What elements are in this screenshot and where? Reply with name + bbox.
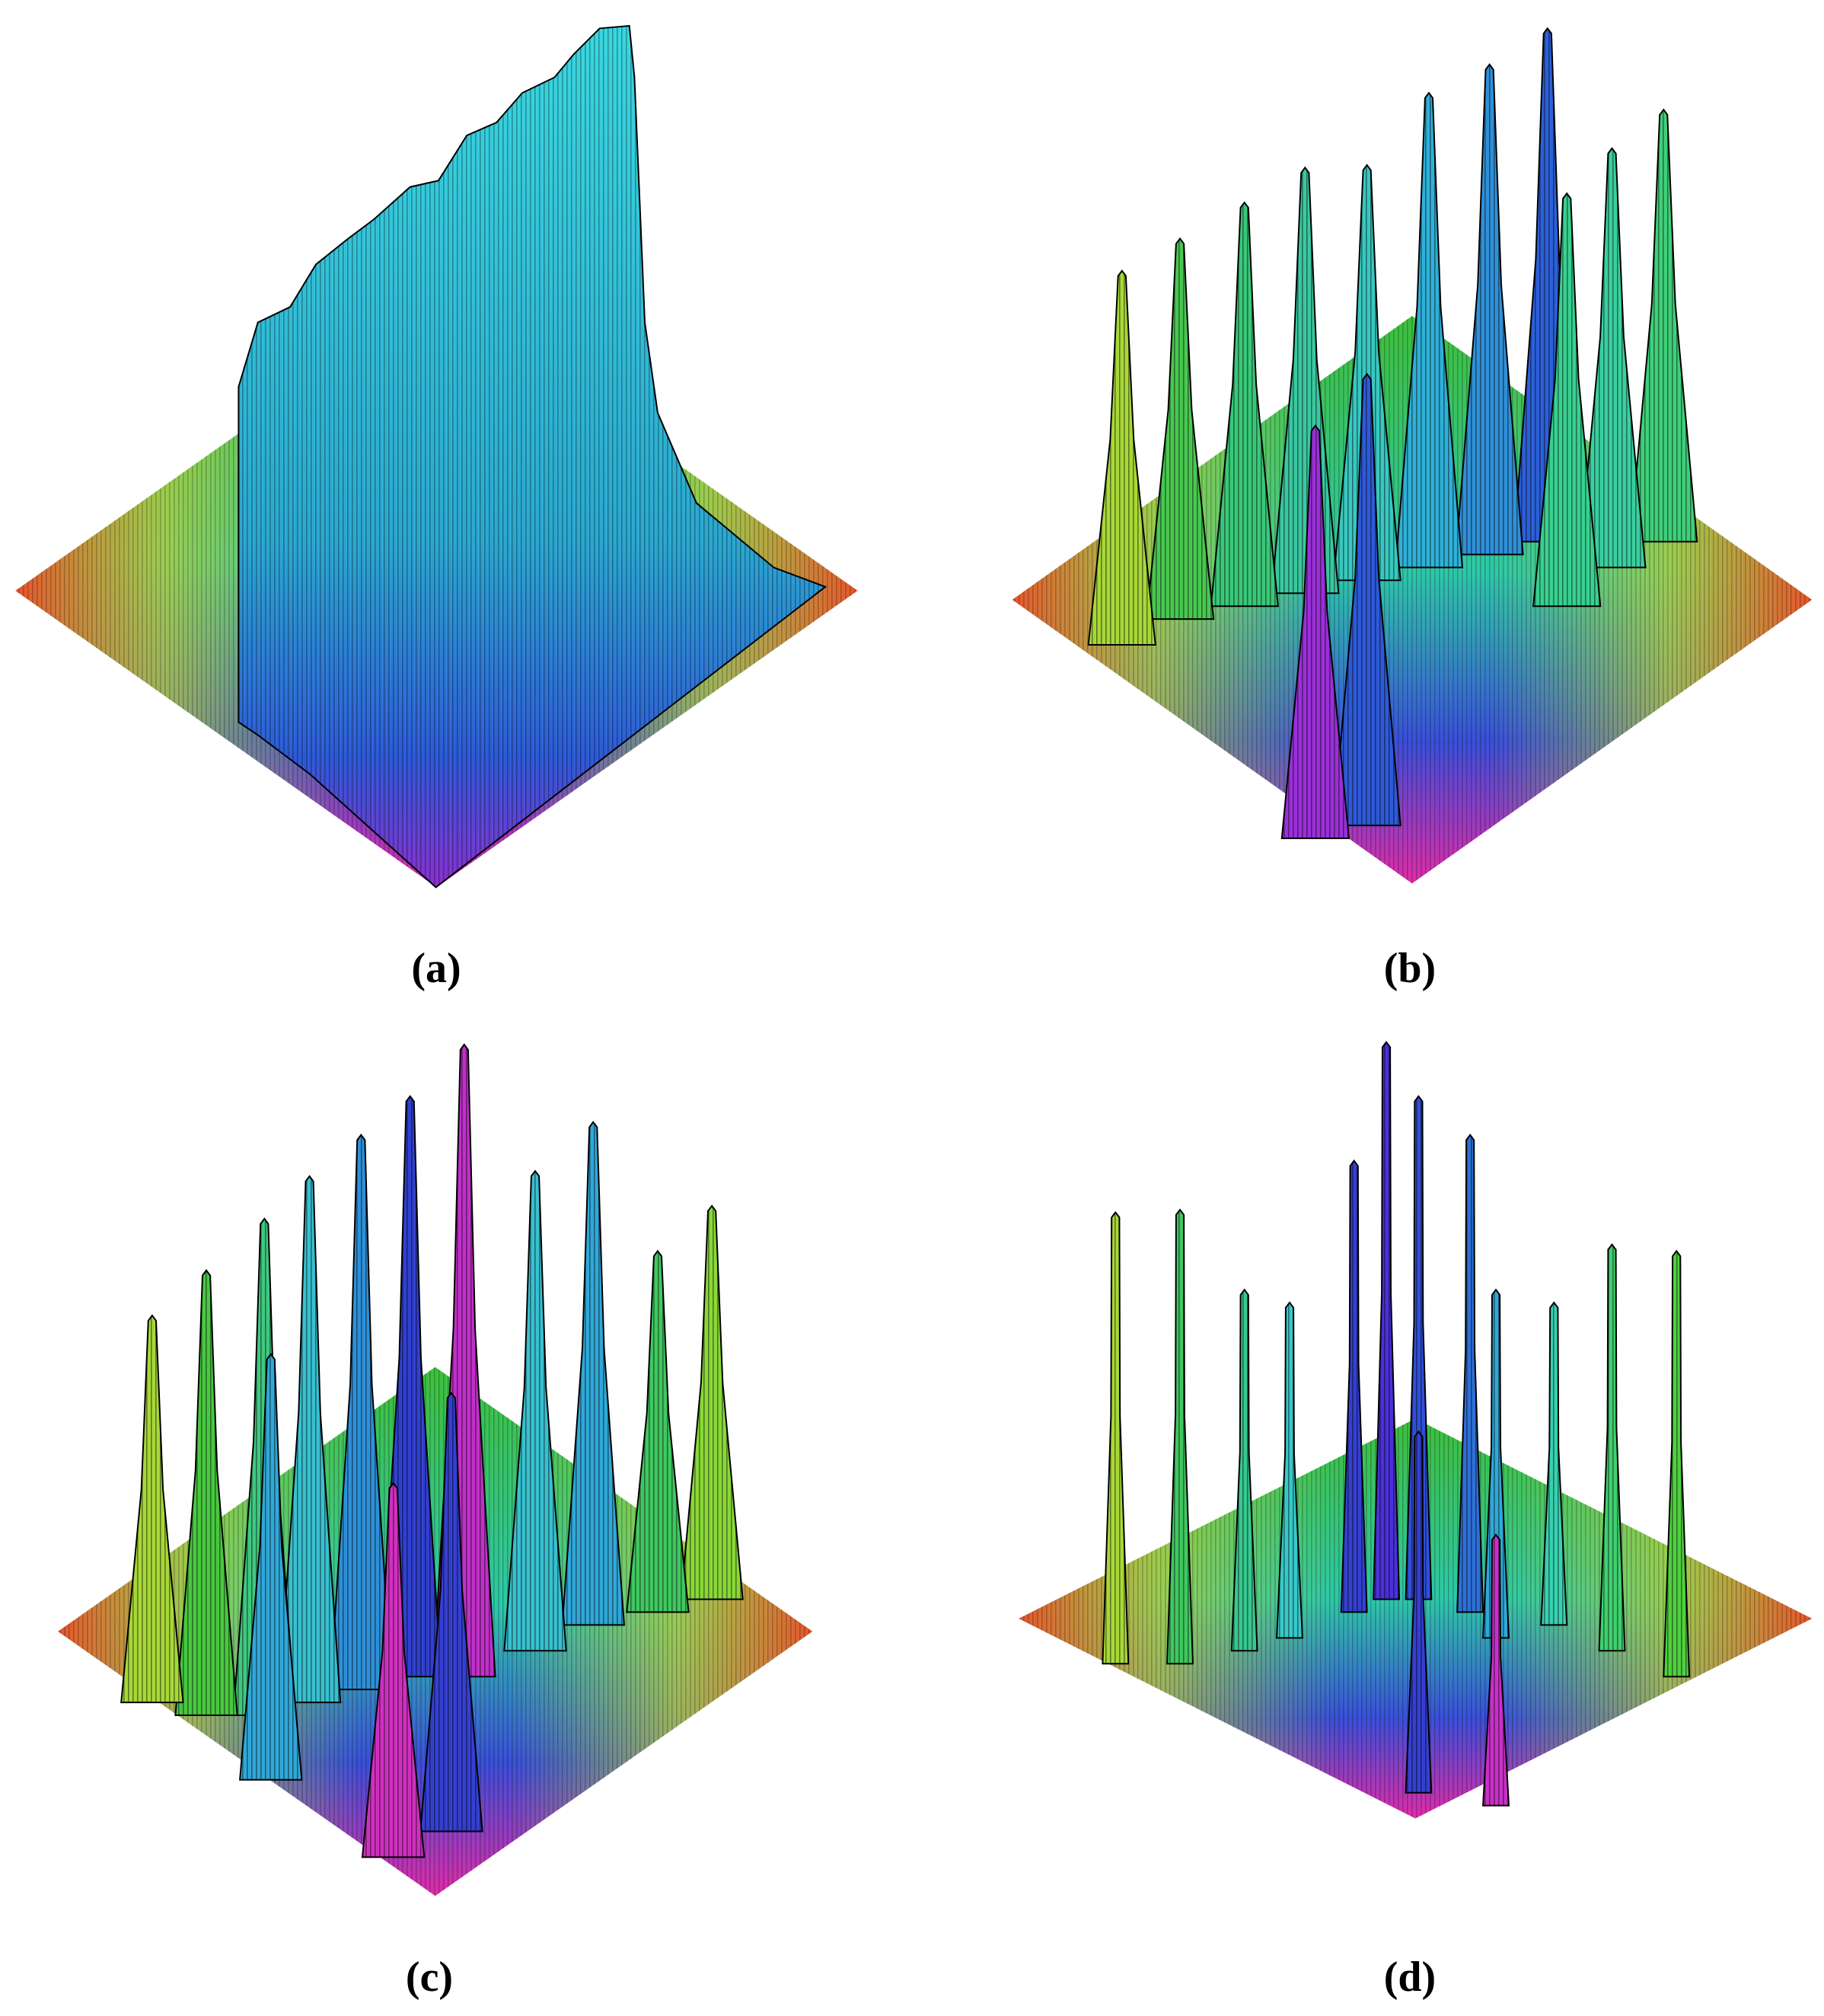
surface-mesh <box>504 1171 566 1651</box>
surface-mesh <box>1483 1290 1509 1638</box>
surface-mesh <box>238 25 826 888</box>
surface-mesh <box>278 1175 341 1703</box>
surface-mesh <box>1405 1096 1432 1600</box>
surface-mesh <box>1102 1212 1129 1664</box>
surface-mesh <box>240 1354 302 1780</box>
surface-mesh <box>1456 64 1523 555</box>
surface-plots <box>15 24 1813 1896</box>
surface-mesh <box>1533 193 1601 607</box>
surface-mesh <box>1341 1160 1367 1612</box>
surface-mesh <box>1012 316 1813 884</box>
surface-mesh <box>1578 148 1646 568</box>
surface-mesh <box>420 1392 483 1832</box>
surface-mesh <box>1395 93 1462 568</box>
surface-mesh <box>1210 203 1278 607</box>
surface-mesh <box>1231 1290 1258 1651</box>
surface-mesh <box>1277 1302 1303 1638</box>
surface-mesh <box>1167 1210 1193 1664</box>
surface-mesh <box>681 1205 743 1600</box>
surface-mesh <box>1483 1534 1509 1806</box>
panel-label: (d) <box>1384 1954 1436 2001</box>
surface-mesh <box>1146 238 1214 620</box>
surface-mesh <box>627 1251 689 1612</box>
panel-label: (c) <box>406 1954 453 2001</box>
surface-mesh <box>1663 1251 1690 1677</box>
surface-mesh <box>1541 1302 1567 1625</box>
surface-mesh <box>1088 270 1156 645</box>
surface-mesh <box>1405 1431 1432 1793</box>
surface-mesh <box>1281 426 1349 839</box>
panel-label: (b) <box>1384 945 1436 992</box>
surface-mesh <box>1373 1041 1399 1600</box>
panel-label: (a) <box>411 945 461 992</box>
surface-mesh <box>1457 1134 1484 1612</box>
surface-mesh <box>1630 110 1698 542</box>
surface-mesh <box>1599 1244 1625 1651</box>
surface-mesh <box>330 1134 392 1690</box>
surface-mesh <box>175 1270 238 1715</box>
surface-mesh <box>562 1121 624 1625</box>
surface-mesh <box>1333 374 1401 826</box>
surface-mesh <box>1333 164 1401 581</box>
surface-mesh <box>362 1483 425 1858</box>
surface-mesh <box>121 1315 183 1703</box>
